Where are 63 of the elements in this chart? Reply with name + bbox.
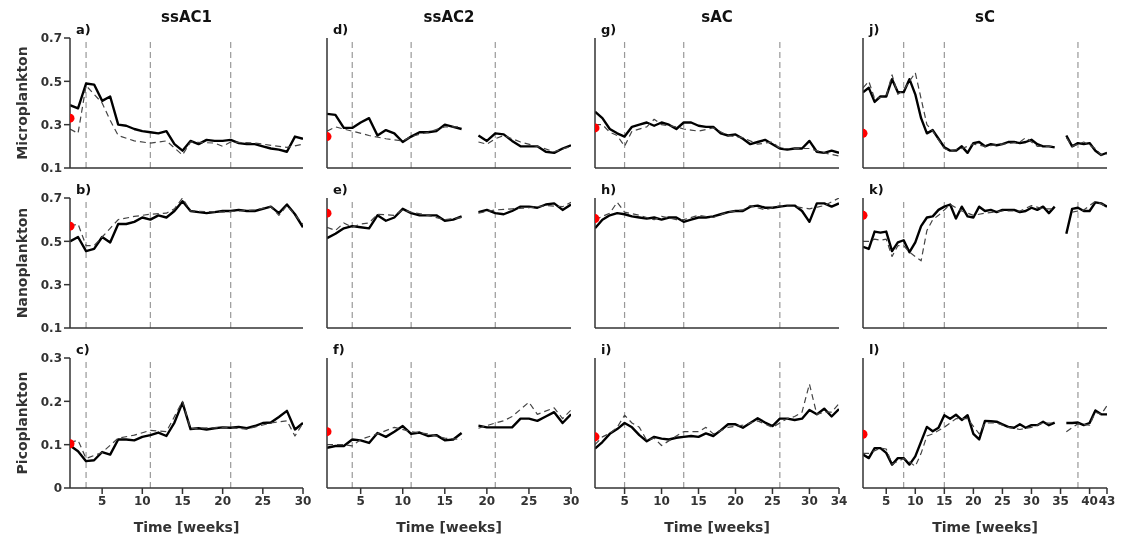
x-tick-label: 25 [994, 493, 1011, 508]
x-tick-label: 5 [882, 493, 891, 508]
y-tick-label: 0.3 [40, 117, 62, 132]
x-tick-label: 30 [562, 493, 580, 508]
y-tick-label: 0.2 [40, 394, 62, 409]
text: f) [333, 342, 345, 357]
text: k) [869, 182, 884, 197]
y-axis-title: Microplankton [13, 46, 30, 160]
x-tick-label: 10 [394, 493, 412, 508]
y-tick-label: 0.5 [40, 74, 62, 89]
x-axis-title: Time [weeks] [664, 519, 770, 535]
x-tick-label: 43 [1098, 493, 1116, 508]
text: h) [601, 182, 617, 197]
x-tick-label: 30 [1023, 493, 1040, 508]
chart-title: sAC [701, 8, 733, 26]
x-tick-label: 10 [133, 493, 151, 508]
y-tick-label: 0.1 [40, 161, 62, 176]
y-axis-title: Picoplankton [13, 371, 30, 475]
text: b) [76, 182, 92, 197]
x-tick-label: 5 [620, 493, 629, 508]
x-tick-label: 20 [478, 493, 496, 508]
x-tick-label: 30 [294, 493, 312, 508]
x-tick-label: 20 [965, 493, 982, 508]
x-tick-label: 25 [254, 493, 272, 508]
x-axis-title: Time [weeks] [396, 519, 502, 535]
text: g) [601, 22, 617, 37]
x-axis-title: Time [weeks] [932, 519, 1038, 535]
text: e) [333, 182, 348, 197]
y-tick-label: 0.5 [40, 234, 62, 249]
x-tick-label: 20 [214, 493, 232, 508]
x-tick-label: 5 [97, 493, 107, 508]
x-tick-label: 15 [436, 493, 454, 508]
chart-title: ssAC1 [161, 8, 212, 26]
x-tick-label: 10 [653, 493, 670, 508]
text: a) [76, 22, 91, 37]
y-tick-label: 0.7 [40, 31, 62, 46]
text: j) [869, 22, 880, 37]
x-tick-label: 15 [935, 493, 953, 508]
x-tick-label: 15 [690, 493, 707, 508]
chart-title: sC [975, 8, 995, 26]
y-tick-label: 0.1 [40, 437, 62, 452]
text: l) [869, 342, 880, 357]
x-tick-label: 25 [520, 493, 538, 508]
y-tick-label: 0.3 [40, 277, 62, 292]
y-axis-title: Nanoplankton [13, 207, 30, 319]
x-axis-title: Time [weeks] [133, 519, 240, 535]
x-tick-label: 30 [801, 493, 818, 508]
x-tick-label: 34 [830, 493, 848, 508]
y-tick-label: 0.7 [40, 191, 62, 206]
y-tick-label: 0 [53, 481, 62, 496]
x-tick-label: 40 [1081, 493, 1098, 508]
x-tick-label: 25 [764, 493, 781, 508]
x-tick-label: 20 [727, 493, 744, 508]
x-tick-label: 5 [356, 493, 365, 508]
text: d) [333, 22, 349, 37]
text: i) [601, 342, 612, 357]
y-tick-label: 0.3 [40, 351, 62, 366]
x-tick-label: 15 [174, 493, 191, 508]
chart-title: ssAC2 [423, 8, 475, 26]
text: c) [76, 342, 90, 357]
x-tick-label: 10 [906, 493, 924, 508]
y-tick-label: 0.1 [40, 321, 62, 336]
x-tick-label: 35 [1052, 493, 1069, 508]
